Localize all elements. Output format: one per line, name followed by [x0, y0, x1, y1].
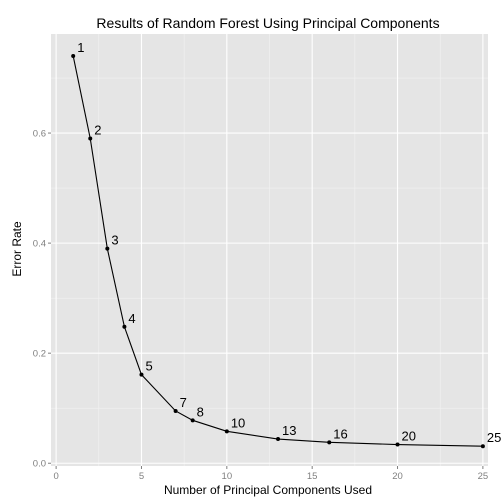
y-tick-label: 0.4	[33, 239, 46, 250]
data-point	[480, 444, 485, 449]
data-point	[327, 440, 332, 445]
chart-title: Results of Random Forest Using Principal…	[96, 15, 439, 31]
y-axis-ticks: 0.0 0.2 0.4 0.6	[33, 129, 51, 470]
y-tick-label: 0.2	[33, 349, 46, 360]
data-point	[173, 408, 178, 413]
data-point-label: 10	[231, 415, 245, 430]
data-point	[395, 442, 400, 447]
data-point-label: 25	[487, 430, 501, 445]
minor-gridlines	[51, 34, 488, 466]
x-tick-label: 15	[307, 471, 318, 482]
data-point-label: 8	[197, 404, 204, 419]
data-point-label: 1	[77, 40, 84, 55]
data-point	[105, 246, 110, 251]
data-point	[122, 324, 127, 329]
data-point	[190, 418, 195, 423]
data-point-label: 3	[111, 233, 118, 248]
y-tick-label: 0.6	[33, 129, 46, 140]
data-point-label: 4	[128, 311, 135, 326]
series-line	[72, 55, 483, 447]
y-axis-label: Error Rate	[10, 221, 24, 277]
error-rate-line	[72, 55, 483, 447]
data-point-labels: 1 2 3 4 5 78 10 13 16 20 25	[77, 40, 501, 445]
data-point	[224, 429, 229, 434]
y-tick-label: 0.0	[33, 459, 46, 470]
x-axis-label: Number of Principal Components Used	[164, 483, 372, 497]
data-point-label: 16	[333, 426, 347, 441]
x-tick-label: 0	[53, 471, 58, 482]
data-point-label: 2	[94, 123, 101, 138]
data-point	[71, 54, 76, 59]
data-point-label: 20	[402, 429, 416, 444]
data-point	[139, 372, 144, 377]
data-point	[276, 437, 281, 442]
data-point-label: 13	[282, 423, 296, 438]
data-point-label: 7	[180, 395, 187, 410]
x-tick-label: 20	[392, 471, 403, 482]
data-point-label: 5	[145, 359, 152, 374]
x-axis-ticks: 0 5 10 15 20 25	[53, 466, 488, 482]
major-gridlines	[51, 34, 488, 466]
data-points	[71, 54, 485, 449]
data-point	[88, 136, 93, 141]
x-tick-label: 5	[139, 471, 144, 482]
x-tick-label: 25	[478, 471, 489, 482]
x-tick-label: 10	[222, 471, 233, 482]
